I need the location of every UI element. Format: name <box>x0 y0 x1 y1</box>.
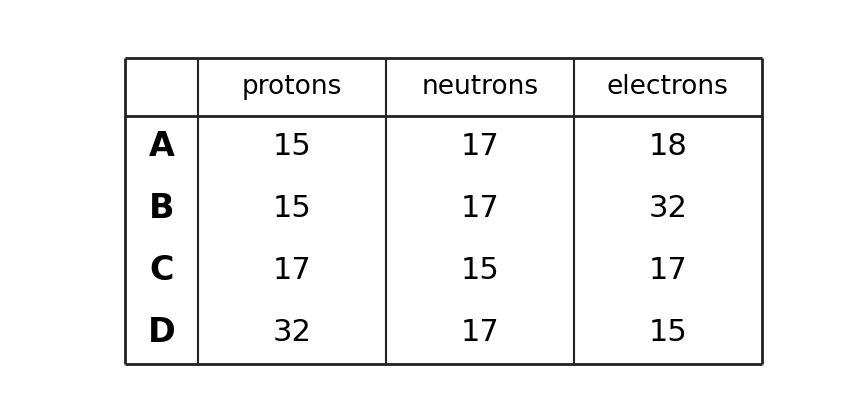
Text: 32: 32 <box>649 194 687 223</box>
Text: 18: 18 <box>649 132 687 161</box>
Text: 17: 17 <box>460 194 499 223</box>
Text: neutrons: neutrons <box>421 74 539 100</box>
Text: 15: 15 <box>272 194 311 223</box>
Text: electrons: electrons <box>607 74 728 100</box>
Text: 15: 15 <box>649 319 687 347</box>
Text: B: B <box>149 192 174 225</box>
Text: 32: 32 <box>272 319 311 347</box>
Text: 15: 15 <box>272 132 311 161</box>
Text: protons: protons <box>242 74 343 100</box>
Text: A: A <box>149 130 175 163</box>
Text: 17: 17 <box>649 256 687 285</box>
Text: D: D <box>148 316 176 349</box>
Text: 17: 17 <box>460 319 499 347</box>
Text: 17: 17 <box>460 132 499 161</box>
Text: 17: 17 <box>272 256 311 285</box>
Text: C: C <box>150 255 174 287</box>
Text: 15: 15 <box>460 256 499 285</box>
